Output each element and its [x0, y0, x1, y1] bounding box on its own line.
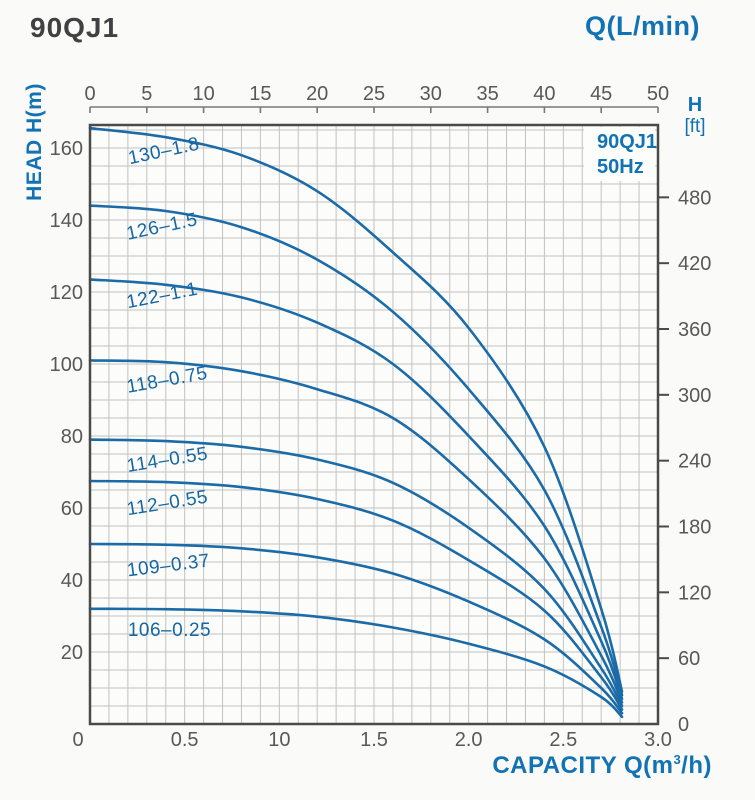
bottom-tick-label: 0.5 [171, 729, 199, 751]
right-tick-label: 180 [678, 517, 711, 539]
pump-curve-109-0-37 [88, 542, 624, 715]
pump-curve-106-0-25 [88, 607, 624, 719]
right-tick-label: 120 [678, 582, 711, 604]
curve-label: 106–0.25 [128, 620, 211, 641]
legend-frequency: 50Hz [597, 156, 644, 178]
right-tick-label: 360 [678, 319, 711, 341]
top-tick-label: 15 [249, 83, 271, 105]
pump-curve-130-1-8 [88, 126, 624, 693]
bottom-tick-label: 10 [268, 729, 290, 751]
left-tick-label: 60 [61, 498, 83, 520]
right-axis-title-ft: [ft] [684, 116, 706, 137]
bottom-tick-label: 2.5 [549, 729, 577, 751]
pump-curves [88, 126, 624, 719]
pump-curve-126-1-5 [88, 204, 624, 697]
left-tick-label: 160 [50, 138, 83, 160]
page-title: 90QJ1 [30, 12, 120, 43]
bottom-tick-label: 1.5 [360, 729, 388, 751]
top-tick-label: 30 [420, 83, 442, 105]
bottom-axis-title-prefix: CAPACITY Q(m [492, 752, 674, 779]
left-tick-label: 20 [61, 642, 83, 664]
pump-curve-112-0-55 [88, 479, 624, 711]
left-tick-label: 100 [50, 354, 83, 376]
legend-box: 90QJ1 50Hz [584, 127, 658, 181]
bottom-axis-title-suffix: /h) [681, 752, 712, 779]
top-tick-label: 10 [192, 83, 214, 105]
top-tick-label: 20 [306, 83, 328, 105]
left-tick-label: 140 [50, 210, 83, 232]
top-axis [89, 106, 659, 113]
pump-curve-122-1-1 [88, 278, 624, 701]
bottom-tick-label: 3.0 [644, 729, 672, 751]
right-tick-label: 300 [678, 385, 711, 407]
right-axis-title-h: H [687, 94, 703, 116]
right-tick-label: 480 [678, 187, 711, 209]
left-tick-label: 40 [61, 570, 83, 592]
left-axis-title: HEAD H(m) [23, 83, 46, 201]
left-tick-label: 80 [61, 426, 83, 448]
bottom-tick-label: 2.0 [455, 729, 483, 751]
right-tick-label: 420 [678, 253, 711, 275]
pump-curve-118-0-75 [88, 359, 624, 704]
right-tick-label: 60 [678, 648, 700, 670]
plot-border [88, 123, 660, 726]
right-tick-label: 0 [678, 714, 689, 736]
bottom-axis-title-sup: 3 [673, 752, 682, 767]
top-tick-label: 50 [647, 83, 669, 105]
top-tick-label: 25 [363, 83, 385, 105]
legend-model: 90QJ1 [597, 131, 658, 153]
pump-curve-114-0-55 [88, 438, 624, 708]
right-tick-label: 240 [678, 451, 711, 473]
top-tick-label: 40 [533, 83, 555, 105]
top-tick-label: 5 [141, 83, 152, 105]
top-tick-label: 0 [84, 83, 95, 105]
top-axis-title: Q(L/min) [585, 11, 700, 41]
grid-lines [90, 125, 658, 724]
right-axis-title: H [ft] [670, 94, 720, 138]
left-tick-label: 120 [50, 282, 83, 304]
bottom-tick-label: 0 [72, 729, 83, 751]
top-tick-label: 35 [476, 83, 498, 105]
bottom-axis-title: CAPACITY Q(m3/h) [0, 752, 712, 780]
top-tick-label: 45 [590, 83, 612, 105]
